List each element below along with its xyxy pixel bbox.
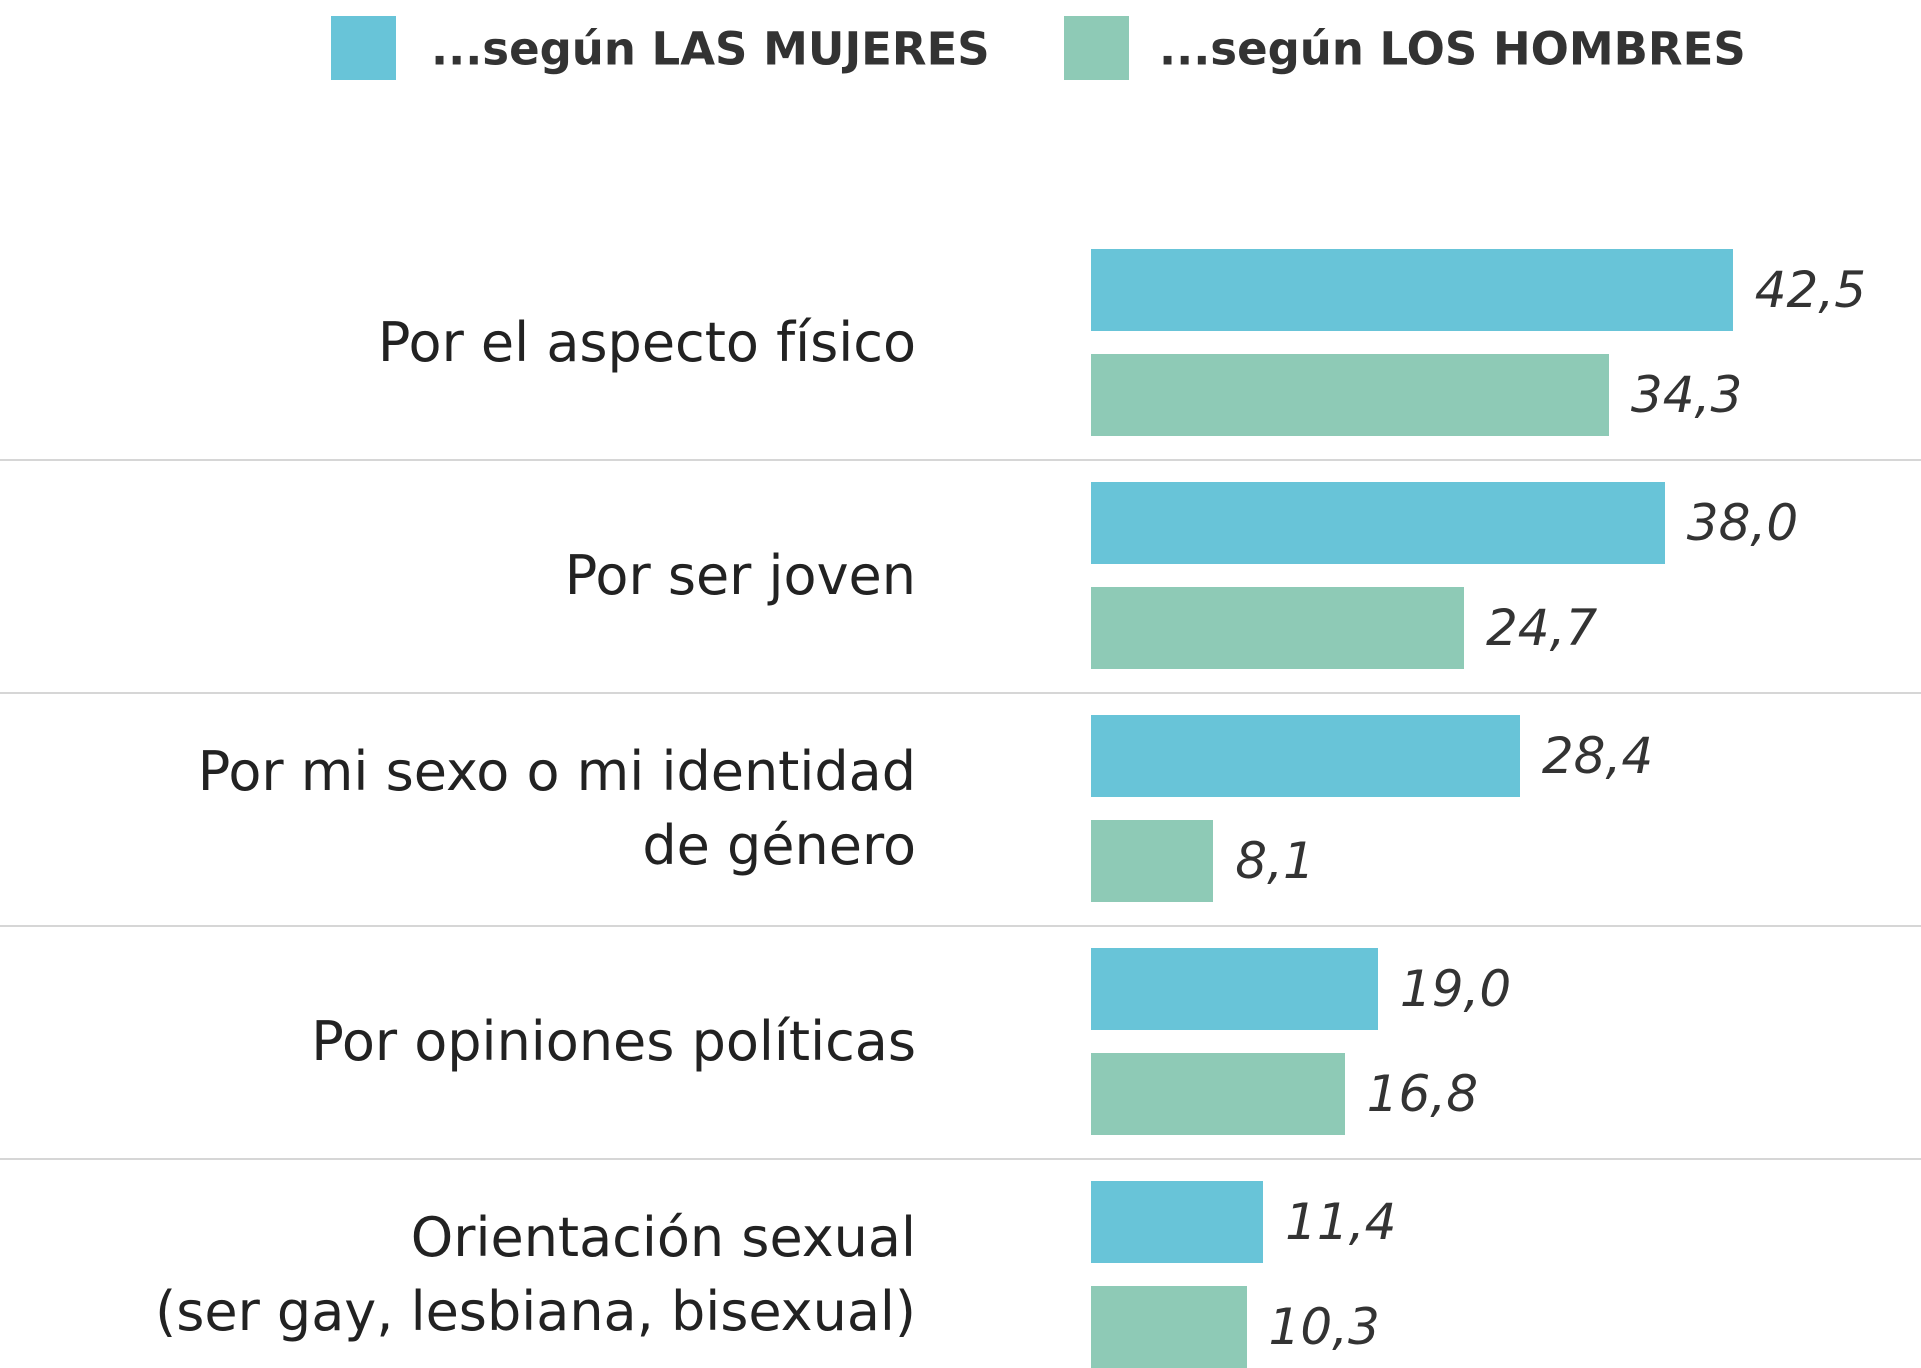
bar	[1091, 715, 1520, 797]
bar	[1091, 587, 1464, 669]
legend-label: ...según LOS HOMBRES	[1159, 22, 1746, 76]
legend-swatch	[1064, 16, 1129, 80]
value-label: 16,8	[1366, 1065, 1478, 1123]
value-label: 34,3	[1630, 366, 1743, 424]
bar	[1091, 948, 1378, 1030]
value-label: 38,0	[1686, 494, 1799, 552]
value-label: 8,1	[1235, 832, 1315, 890]
legend-label: ...según LAS MUJERES	[431, 22, 990, 76]
value-label: 24,7	[1485, 599, 1598, 657]
row-separator	[0, 459, 1921, 461]
category-label: Por ser joven	[564, 543, 916, 607]
category-label: Orientación sexual (ser gay, lesbiana, b…	[155, 1205, 916, 1343]
value-label: 11,4	[1285, 1193, 1397, 1251]
bar	[1091, 249, 1733, 331]
value-label: 10,3	[1268, 1298, 1380, 1356]
legend-swatch	[331, 16, 396, 80]
bar	[1091, 820, 1214, 902]
bar	[1091, 354, 1609, 436]
bar	[1091, 482, 1665, 564]
bar	[1091, 1286, 1247, 1368]
value-label: 42,5	[1754, 261, 1867, 319]
row-separator	[0, 1158, 1921, 1160]
row-separator	[0, 692, 1921, 694]
value-label: 28,4	[1541, 727, 1654, 785]
value-label: 19,0	[1399, 960, 1512, 1018]
bar	[1091, 1181, 1264, 1263]
category-label: Por mi sexo o mi identidad de género	[197, 739, 916, 877]
row-separator	[0, 925, 1921, 927]
bar	[1091, 1053, 1345, 1135]
category-label: Por opiniones políticas	[311, 1009, 916, 1073]
category-label: Por el aspecto físico	[377, 310, 916, 374]
